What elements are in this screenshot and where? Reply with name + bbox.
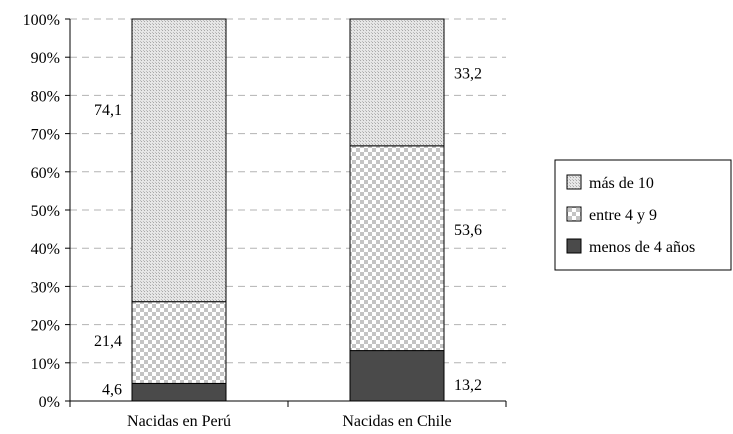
- y-tick-label: 10%: [31, 356, 60, 373]
- y-tick-label: 20%: [31, 318, 60, 335]
- bar-segment: [131, 18, 227, 303]
- bar-segment: [349, 18, 445, 147]
- data-label: 53,6: [454, 222, 482, 239]
- data-label: 21,4: [94, 333, 122, 350]
- data-label: 74,1: [94, 102, 122, 119]
- data-label: 4,6: [102, 381, 122, 398]
- data-label: 33,2: [454, 65, 482, 82]
- legend-swatch: [566, 206, 582, 222]
- x-category-label: Nacidas en Chile: [342, 413, 451, 430]
- data-label: 13,2: [454, 377, 482, 394]
- y-tick-label: 40%: [31, 241, 60, 258]
- y-tick-label: 50%: [31, 203, 60, 220]
- y-tick-label: 80%: [31, 88, 60, 105]
- bar-segment: [131, 301, 227, 384]
- bar-segment: [349, 145, 445, 352]
- legend-label: entre 4 y 9: [589, 207, 657, 224]
- y-tick-label: 30%: [31, 279, 60, 296]
- y-tick-label: 100%: [23, 12, 60, 29]
- y-tick-label: 90%: [31, 50, 60, 67]
- legend-label: más de 10: [589, 175, 654, 192]
- y-tick-label: 0%: [39, 394, 60, 411]
- bar-segment: [349, 350, 445, 402]
- bar-segment: [131, 382, 227, 402]
- legend-swatch: [566, 174, 582, 190]
- y-tick-label: 70%: [31, 127, 60, 144]
- y-tick-label: 60%: [31, 165, 60, 182]
- legend-swatch: [566, 238, 582, 254]
- legend-frame: [554, 159, 732, 271]
- legend-label: menos de 4 años: [589, 239, 695, 256]
- x-category-label: Nacidas en Perú: [127, 413, 231, 430]
- legend: más de 10 entre 4 y 9 menos de 4 años: [554, 159, 732, 271]
